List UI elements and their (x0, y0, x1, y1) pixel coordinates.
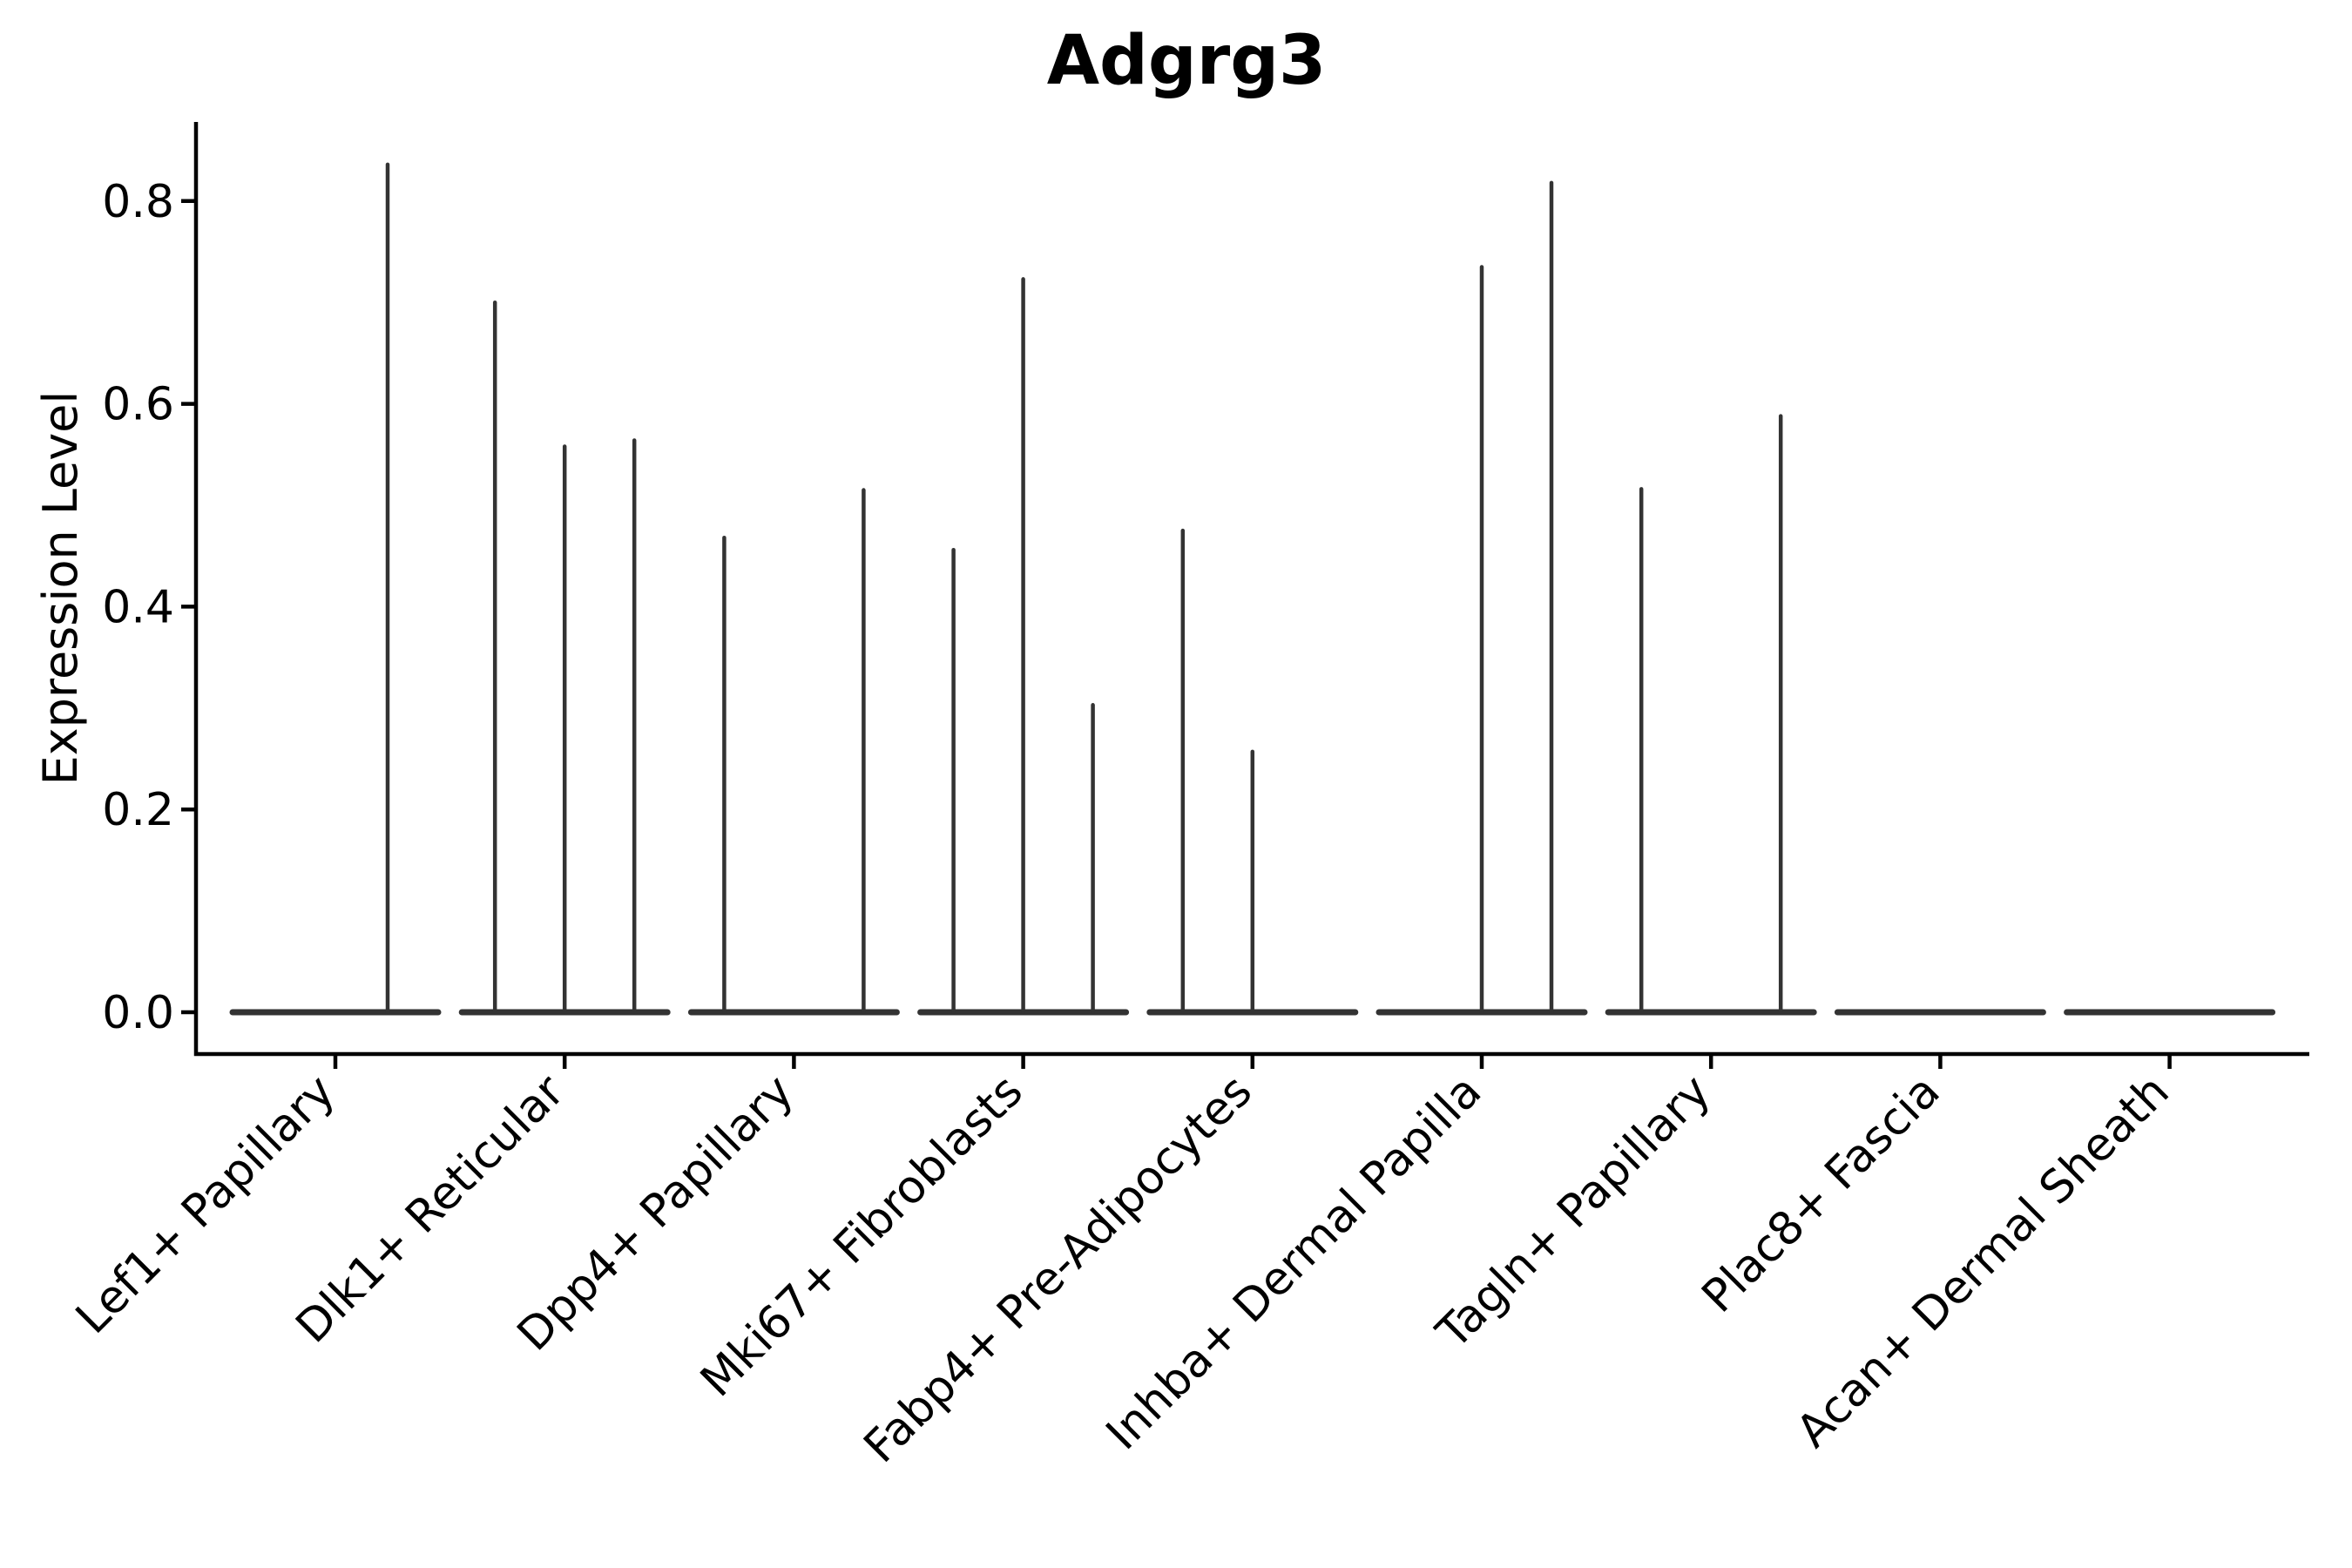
y-tick-label: 0.4 (102, 581, 174, 633)
axis-spines (193, 122, 2309, 1057)
y-tick-label: 0.6 (102, 379, 174, 431)
y-axis-label: Expression Level (33, 391, 88, 786)
axes-layer (181, 122, 2309, 1069)
y-tick-label: 0.2 (102, 784, 174, 836)
y-tick-label: 0.8 (102, 176, 174, 228)
y-tick-label: 0.0 (102, 987, 174, 1039)
violin-layer (229, 162, 2276, 1016)
chart-title: Adgrg3 (1047, 22, 1327, 100)
